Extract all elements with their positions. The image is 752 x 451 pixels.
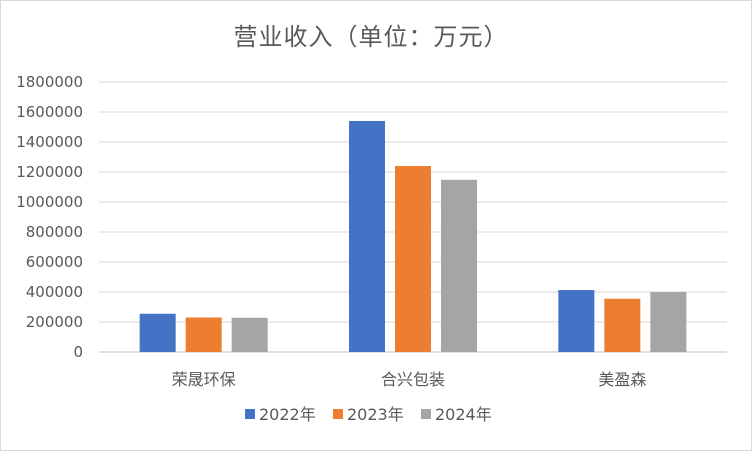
bar-2023-1 (185, 317, 222, 352)
y-tick-label: 400000 (26, 283, 83, 301)
y-tick-label: 600000 (26, 253, 83, 271)
y-tick-label: 1600000 (16, 103, 83, 121)
legend-label: 2024年 (435, 405, 492, 424)
legend-swatch (245, 409, 255, 419)
bar-2024-1 (231, 317, 268, 352)
bar-2022-3 (558, 290, 595, 352)
legend-label: 2022年 (259, 405, 316, 424)
y-tick-label: 1000000 (16, 193, 83, 211)
chart-title: 营业收入（单位：万元） (233, 23, 509, 51)
category-label: 合兴包装 (381, 370, 445, 389)
bar-2024-2 (441, 179, 477, 352)
legend-label: 2023年 (347, 405, 404, 424)
y-tick-label: 0 (73, 343, 83, 361)
legend-swatch (333, 409, 343, 419)
bar-2023-2 (395, 166, 431, 352)
bar-2023-3 (604, 298, 641, 352)
y-tick-label: 800000 (26, 223, 83, 241)
bar-2022-1 (139, 313, 176, 352)
y-tick-label: 1800000 (16, 73, 83, 91)
category-label: 荣晟环保 (172, 370, 236, 389)
legend-swatch (421, 409, 431, 419)
y-tick-label: 1200000 (16, 163, 83, 181)
bar-2022-2 (349, 121, 385, 352)
category-label: 美盈森 (598, 370, 646, 389)
y-tick-label: 200000 (26, 313, 83, 331)
y-tick-label: 1400000 (16, 133, 83, 151)
bar-2024-3 (650, 292, 687, 352)
